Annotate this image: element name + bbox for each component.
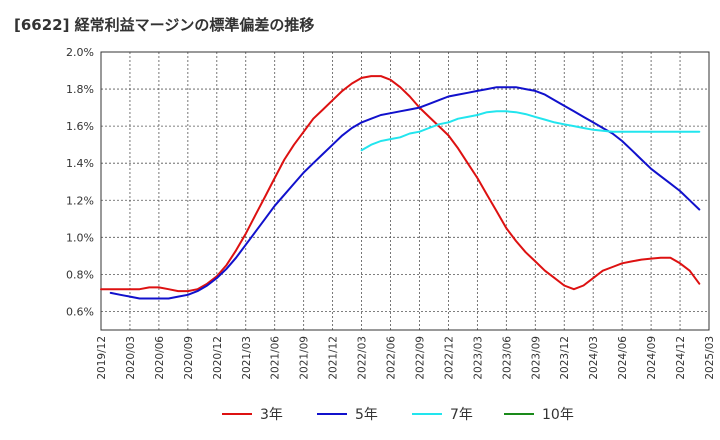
x-tick-label: 2024/06 [617,336,629,380]
x-tick-label: 2021/06 [270,336,282,380]
x-tick-label: 2020/12 [212,336,224,380]
series-line [360,110,701,152]
x-tick-label: 2022/12 [443,336,455,380]
legend-label: 5年 [355,407,378,423]
x-tick-label: 2023/12 [559,336,571,380]
series-line [100,75,701,293]
y-tick-label: 0.8% [66,268,94,281]
x-tick-label: 2025/03 [704,336,716,380]
legend-label: 3年 [260,407,283,423]
x-tick-label: 2020/09 [183,336,195,380]
y-tick-label: 1.2% [66,194,94,207]
x-tick-label: 2021/03 [241,336,253,380]
x-tick-label: 2019/12 [96,336,108,380]
y-tick-label: 1.0% [66,231,94,244]
x-tick-label: 2021/09 [299,336,311,380]
legend-label: 7年 [450,407,473,423]
y-tick-label: 1.6% [66,120,94,133]
plot-border [100,51,710,331]
x-tick-label: 2024/03 [588,336,600,380]
x-tick-label: 2023/06 [501,336,513,380]
x-tick-label: 2022/03 [357,336,369,380]
y-tick-label: 1.8% [66,83,94,96]
plot-background [101,52,709,330]
legend-label: 10年 [542,407,574,423]
y-tick-label: 2.0% [66,46,94,59]
x-tick-label: 2022/09 [414,336,426,380]
x-tick-label: 2024/09 [646,336,658,380]
x-tick-label: 2023/03 [472,336,484,380]
series-line [109,86,701,300]
chart-title: [6622] 経常利益マージンの標準偏差の推移 [14,16,315,34]
x-tick-label: 2020/06 [154,336,166,380]
x-tick-label: 2024/12 [675,336,687,380]
x-tick-label: 2022/06 [386,336,398,380]
x-tick-label: 2020/03 [125,336,137,380]
x-tick-label: 2021/12 [328,336,340,380]
y-tick-label: 1.4% [66,157,94,170]
y-tick-label: 0.6% [66,305,94,318]
x-tick-label: 2023/09 [530,336,542,380]
